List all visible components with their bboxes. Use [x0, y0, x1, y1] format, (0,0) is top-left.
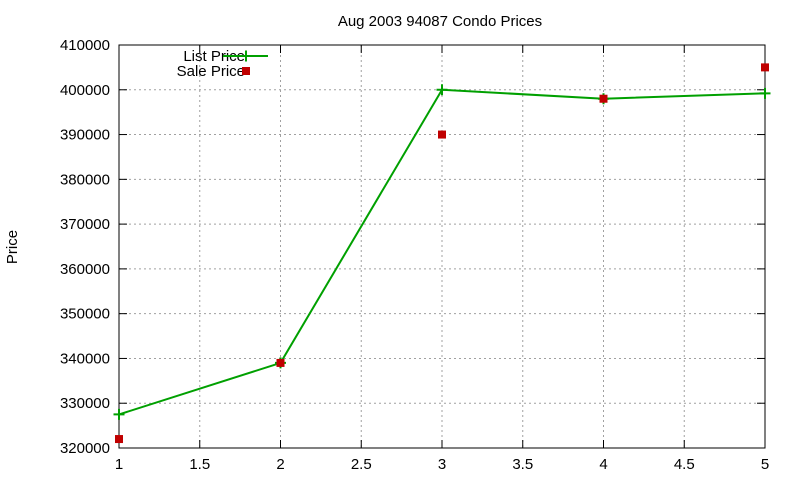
y-tick-label: 320000 — [60, 440, 110, 457]
data-point-list-price — [113, 408, 125, 420]
y-tick-label: 360000 — [60, 261, 110, 278]
data-point-sale-price — [438, 130, 446, 139]
y-tick-label: 350000 — [60, 306, 110, 323]
x-tick-label: 4.5 — [674, 456, 695, 473]
chart-title: Aug 2003 94087 Condo Prices — [338, 13, 542, 30]
data-point-sale-price — [599, 94, 608, 103]
data-point-list-price — [759, 87, 771, 99]
x-tick-label: 5 — [761, 456, 769, 473]
x-tick-label: 1 — [115, 456, 123, 473]
x-tick-label: 1.5 — [189, 456, 210, 473]
series-layer — [113, 63, 771, 444]
y-tick-label: 400000 — [60, 82, 110, 99]
y-tick-label: 390000 — [60, 127, 110, 144]
y-tick-label: 330000 — [60, 395, 110, 412]
data-point-sale-price — [276, 358, 285, 367]
legend-label-sale-price: Sale Price — [177, 63, 245, 80]
y-tick-label: 380000 — [60, 171, 110, 188]
x-tick-label: 4 — [599, 456, 607, 473]
tick-layer: 1 1.5 2 2.5 3 3.5 4 4.5 5 320000 330000 340000 35000… — [60, 37, 769, 473]
y-axis-label: Price — [4, 230, 21, 264]
x-tick-label: 3 — [438, 456, 446, 473]
legend-marker-list-price — [240, 50, 252, 62]
legend-marker-sale-price — [242, 67, 250, 75]
data-point-sale-price — [115, 435, 123, 444]
grid-layer — [119, 45, 765, 448]
data-point-list-price — [436, 84, 448, 96]
x-tick-label: 2 — [276, 456, 284, 473]
y-tick-label: 410000 — [60, 37, 110, 54]
x-tick-label: 2.5 — [351, 456, 372, 473]
y-tick-label: 340000 — [60, 350, 110, 367]
x-tick-label: 3.5 — [512, 456, 533, 473]
data-point-sale-price — [761, 63, 769, 72]
legend: List Price Sale Price — [177, 48, 268, 80]
legend-label-list-price: List Price — [183, 48, 245, 65]
y-tick-label: 370000 — [60, 216, 110, 233]
